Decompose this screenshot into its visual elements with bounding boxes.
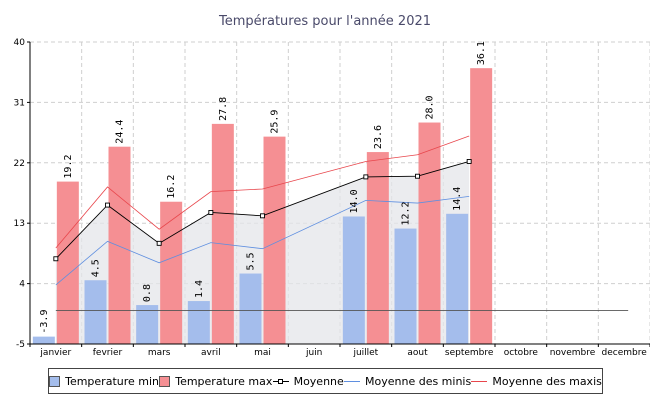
bar-max-avril xyxy=(211,123,234,345)
bar-max-mai xyxy=(263,136,286,344)
moyenne-marker xyxy=(363,174,369,180)
bar-max-fevrier xyxy=(108,146,131,344)
label-max-mars: 16.2 xyxy=(166,175,177,199)
y-tick-label: 31 xyxy=(14,98,25,108)
moyenne-marker xyxy=(415,173,420,179)
series-line-moyenne-des-maxis xyxy=(55,135,470,249)
x-tick-label: novembre xyxy=(550,348,596,358)
x-tick-label: juillet xyxy=(352,348,378,358)
label-max-avril: 27.8 xyxy=(218,97,229,121)
legend-swatch-moyenne-minis xyxy=(344,376,360,387)
axis-layer: -5 4 13 22 31 40 janvier fevrier mars avril mai jui… xyxy=(14,38,650,358)
label-max-juillet: 23.6 xyxy=(373,125,384,149)
moyenne-marker xyxy=(208,210,214,215)
legend-swatch-max xyxy=(159,375,171,387)
y-tick-label: 4 xyxy=(19,280,25,290)
line-layer xyxy=(53,135,629,311)
x-tick-label: juin xyxy=(305,348,322,358)
legend-item-moyenne-minis[interactable]: Moyenne des minis xyxy=(344,375,471,388)
bar-min-mars xyxy=(136,305,159,344)
y-tick-label: 13 xyxy=(14,219,25,229)
legend-label-moyenne: Moyenne xyxy=(293,374,344,388)
label-max-janvier: 19.2 xyxy=(63,154,74,178)
legend-label-max: Temperature max xyxy=(175,374,273,388)
bar-min-aout xyxy=(394,228,417,344)
y-tick-label: 40 xyxy=(14,38,26,48)
label-min-juillet: 14.0 xyxy=(349,189,360,213)
label-min-aout: 12.2 xyxy=(401,201,412,225)
label-min-septembre: 14.4 xyxy=(452,187,463,211)
bar-layer xyxy=(32,68,493,345)
bar-min-avril xyxy=(187,301,210,344)
label-min-janvier: -3.9 xyxy=(39,310,50,334)
moyenne-marker xyxy=(53,256,59,262)
bar-max-septembre xyxy=(470,68,493,344)
bar-max-juillet xyxy=(366,152,389,344)
x-tick-label: fevrier xyxy=(93,348,123,358)
bar-min-fevrier xyxy=(84,280,107,344)
x-tick-label: janvier xyxy=(39,348,71,358)
moyenne-marker xyxy=(466,159,472,164)
bar-min-janvier xyxy=(32,336,55,344)
series-line-moyenne-des-minis xyxy=(55,195,470,286)
legend-label-moyenne-minis: Moyenne des minis xyxy=(365,374,472,388)
x-tick-label: septembre xyxy=(445,348,494,358)
average-area-layer xyxy=(55,161,470,344)
label-min-avril: 1.4 xyxy=(194,280,205,298)
x-tick-label: aout xyxy=(407,348,428,358)
legend-item-moyenne[interactable]: Moyenne xyxy=(272,374,344,388)
moyenne-marker xyxy=(105,202,110,208)
label-max-fevrier: 24.4 xyxy=(115,120,126,144)
moyenne-marker xyxy=(260,213,265,219)
label-min-mars: 0.8 xyxy=(142,284,153,302)
y-tick-label: -5 xyxy=(16,340,25,350)
bar-min-juillet xyxy=(342,216,365,344)
legend-label-min: Temperature min xyxy=(65,374,160,388)
bar-max-mars xyxy=(160,201,183,344)
x-tick-label: mars xyxy=(148,348,171,358)
x-tick-label: mai xyxy=(254,348,271,358)
legend-swatch-min xyxy=(49,375,61,387)
label-min-mai: 5.5 xyxy=(246,252,257,270)
legend-item-temperature-min[interactable]: Temperature min xyxy=(49,375,159,388)
x-tick-label: decembre xyxy=(602,348,648,358)
label-max-mai: 25.9 xyxy=(270,110,281,134)
bar-max-aout xyxy=(418,122,441,345)
data-label-layer: -3.9 4.5 0.8 1.4 5.5 14.0 12.2 14.4 19.2 24.4 16.2… xyxy=(39,41,487,334)
label-max-septembre: 36.1 xyxy=(476,41,487,65)
legend-label-moyenne-maxis: Moyenne des maxis xyxy=(492,374,602,388)
legend-item-temperature-max[interactable]: Temperature max xyxy=(159,375,272,388)
x-tick-label: avril xyxy=(201,348,221,358)
x-tick-label: octobre xyxy=(504,348,539,358)
series-line-moyenne xyxy=(55,161,470,260)
bar-max-janvier xyxy=(56,181,79,344)
moyenne-marker xyxy=(156,240,162,246)
y-tick-label: 22 xyxy=(14,159,25,169)
legend-swatch-moyenne xyxy=(272,376,289,387)
average-area xyxy=(55,161,470,344)
label-max-aout: 28.0 xyxy=(425,95,436,119)
chart-title: Températures pour l'année 2021 xyxy=(218,14,432,29)
legend-item-moyenne-maxis[interactable]: Moyenne des maxis xyxy=(471,374,602,388)
bar-min-mai xyxy=(239,273,262,344)
label-min-fevrier: 4.5 xyxy=(91,259,102,277)
bar-min-septembre xyxy=(446,213,469,344)
legend-swatch-moyenne-maxis xyxy=(471,376,488,387)
chart-legend: Temperature min Temperature max Moyenne … xyxy=(48,368,603,394)
